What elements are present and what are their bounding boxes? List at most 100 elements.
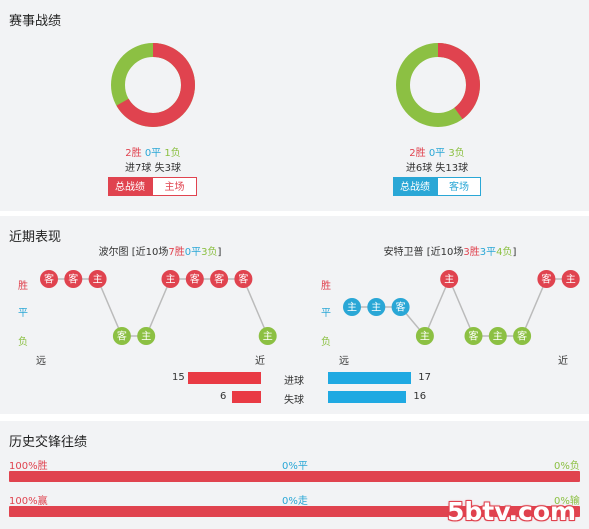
home-form-point-3[interactable]: 主 — [88, 270, 107, 288]
away-form-venue-label: 客 — [541, 273, 551, 286]
away-form-point-3[interactable]: 客 — [391, 298, 410, 316]
away-form-venue-label: 主 — [420, 331, 430, 343]
home-wdl: 2胜 0平 1负 — [103, 144, 203, 159]
home-form-point-9[interactable]: 客 — [234, 270, 253, 288]
away-form-point-1[interactable]: 主 — [343, 298, 361, 316]
h2h-handicap-push-pct: 0%走 — [282, 496, 308, 507]
away-form-dot — [488, 327, 507, 345]
away-form-line — [352, 277, 571, 338]
home-row-label-loss: 负 — [18, 337, 28, 348]
away-team-name: 安特卫普 — [383, 247, 424, 258]
home-form-dot — [161, 270, 180, 288]
home-draws: 0平 — [144, 148, 162, 159]
away-wins: 2胜 — [409, 148, 426, 159]
away-form-dot — [367, 298, 386, 316]
home-form-venue-label: 客 — [214, 273, 224, 286]
home-form-dot — [258, 327, 277, 345]
home-team-name: 波尔图 — [98, 247, 129, 258]
away-form-venue-label: 主 — [493, 331, 503, 343]
away-goals-for-bar — [328, 372, 412, 384]
home-overall-tab[interactable]: 总战绩 — [108, 177, 152, 196]
home-form-point-5[interactable]: 主 — [137, 327, 156, 345]
head-to-head-title: 历史交锋往绩 — [9, 435, 88, 450]
h2h-handicap-win-pct: 100%赢 — [9, 496, 48, 507]
away-summary-prefix: [近10场 — [426, 247, 464, 258]
away-form-dot — [513, 327, 532, 345]
away-form-dot — [391, 298, 410, 316]
recent-form-title: 近期表现 — [9, 230, 62, 245]
away-form-point-4[interactable]: 主 — [415, 327, 434, 345]
away-form-venue-label: 主 — [371, 302, 381, 314]
h2h-loss-pct: 0%负 — [554, 461, 580, 472]
home-form-dot — [137, 327, 156, 345]
goals-against-label: 失球 — [284, 395, 304, 406]
away-summary-wins: 3胜 — [463, 247, 480, 258]
home-form-point-8[interactable]: 客 — [210, 270, 229, 288]
away-form-dot — [464, 327, 483, 345]
away-form-point-6[interactable]: 客 — [464, 327, 483, 345]
away-form-venue-label: 客 — [469, 330, 479, 343]
home-form-venue-label: 客 — [68, 273, 78, 286]
away-form-point-7[interactable]: 主 — [488, 327, 507, 345]
home-venue-tab[interactable]: 主场 — [152, 177, 197, 196]
home-form-venue-label: 主 — [263, 331, 273, 343]
away-form-point-5[interactable]: 主 — [440, 270, 459, 288]
away-form-venue-label: 主 — [444, 274, 454, 286]
home-goals: 进7球 失3球 — [125, 163, 181, 174]
away-far-label: 远 — [339, 356, 349, 367]
home-form-dot — [40, 270, 58, 288]
home-form-venue-label: 客 — [190, 273, 200, 286]
away-summary-suffix: ] — [512, 247, 517, 258]
home-form-point-1[interactable]: 客 — [40, 270, 58, 288]
away-summary-losses: 4负 — [496, 247, 513, 258]
away-goals-for-value: 17 — [418, 372, 432, 383]
away-near-label: 近 — [558, 356, 568, 367]
away-goals: 进6球 失13球 — [405, 163, 469, 174]
home-goals-for-value: 15 — [172, 372, 185, 383]
home-form-point-6[interactable]: 主 — [161, 270, 180, 288]
away-wdl: 2胜 0平 3负 — [387, 144, 487, 159]
away-row-label-draw: 平 — [321, 308, 331, 319]
h2h-win-pct: 100%胜 — [9, 461, 48, 472]
home-summary-losses: 3负 — [201, 247, 218, 258]
away-form-venue-label: 客 — [517, 330, 527, 343]
home-summary-wins: 7胜 — [168, 247, 185, 258]
away-goals-against-value: 16 — [413, 391, 427, 402]
home-goals-for-bar — [187, 372, 261, 384]
home-form-dot — [88, 270, 107, 288]
home-form-chart: 客客主客 主主客客客主 — [40, 270, 277, 345]
away-summary-draws: 3平 — [479, 247, 497, 258]
home-near-label: 近 — [255, 356, 265, 367]
home-form-dot — [234, 270, 253, 288]
away-overall-tab[interactable]: 总战绩 — [393, 177, 437, 196]
away-venue-tab[interactable]: 客场 — [437, 177, 481, 196]
away-form-venue-label: 客 — [396, 301, 406, 314]
home-form-venue-label: 主 — [141, 331, 151, 343]
home-wins: 2胜 — [125, 148, 142, 159]
away-form-summary: 安特卫普 [近10场3胜3平4负] — [325, 243, 575, 258]
away-form-point-2[interactable]: 主 — [367, 298, 386, 316]
away-record-donut — [396, 43, 480, 127]
away-form-chart: 主主客主主客主客客主 — [343, 270, 580, 345]
away-form-dot — [537, 270, 556, 288]
watermark-logo: 5btv.com — [447, 497, 577, 526]
home-form-point-2[interactable]: 客 — [64, 270, 83, 288]
recent-form-panel: 近期表现 波尔图 [近10场7胜0平3负] 安特卫普 [近10场3胜3平4负] … — [0, 216, 589, 414]
home-form-point-10[interactable]: 主 — [258, 327, 277, 345]
record-panel: 赛事战绩 2胜 0平 1负 进7球 失3球 总战绩 主场 2胜 0平 3负 进6… — [0, 0, 589, 211]
home-form-point-4[interactable]: 客 — [112, 327, 131, 345]
away-form-point-8[interactable]: 客 — [513, 327, 532, 345]
record-title: 赛事战绩 — [9, 14, 62, 29]
home-form-point-7[interactable]: 客 — [185, 270, 204, 288]
home-row-label-draw: 平 — [18, 308, 28, 319]
away-form-point-9[interactable]: 客 — [537, 270, 556, 288]
home-record-donut — [111, 43, 195, 127]
away-form-point-10[interactable]: 主 — [561, 270, 580, 288]
home-donut-win-arc — [111, 43, 195, 127]
home-form-dot — [210, 270, 229, 288]
home-form-venue-label: 客 — [238, 273, 248, 286]
head-to-head-panel: 历史交锋往绩 100%胜 0%平 0%负 100%赢 0%走 0%输 — [0, 421, 589, 529]
home-form-dot — [64, 270, 83, 288]
away-form-dot — [415, 327, 434, 345]
home-form-dot — [112, 327, 131, 345]
